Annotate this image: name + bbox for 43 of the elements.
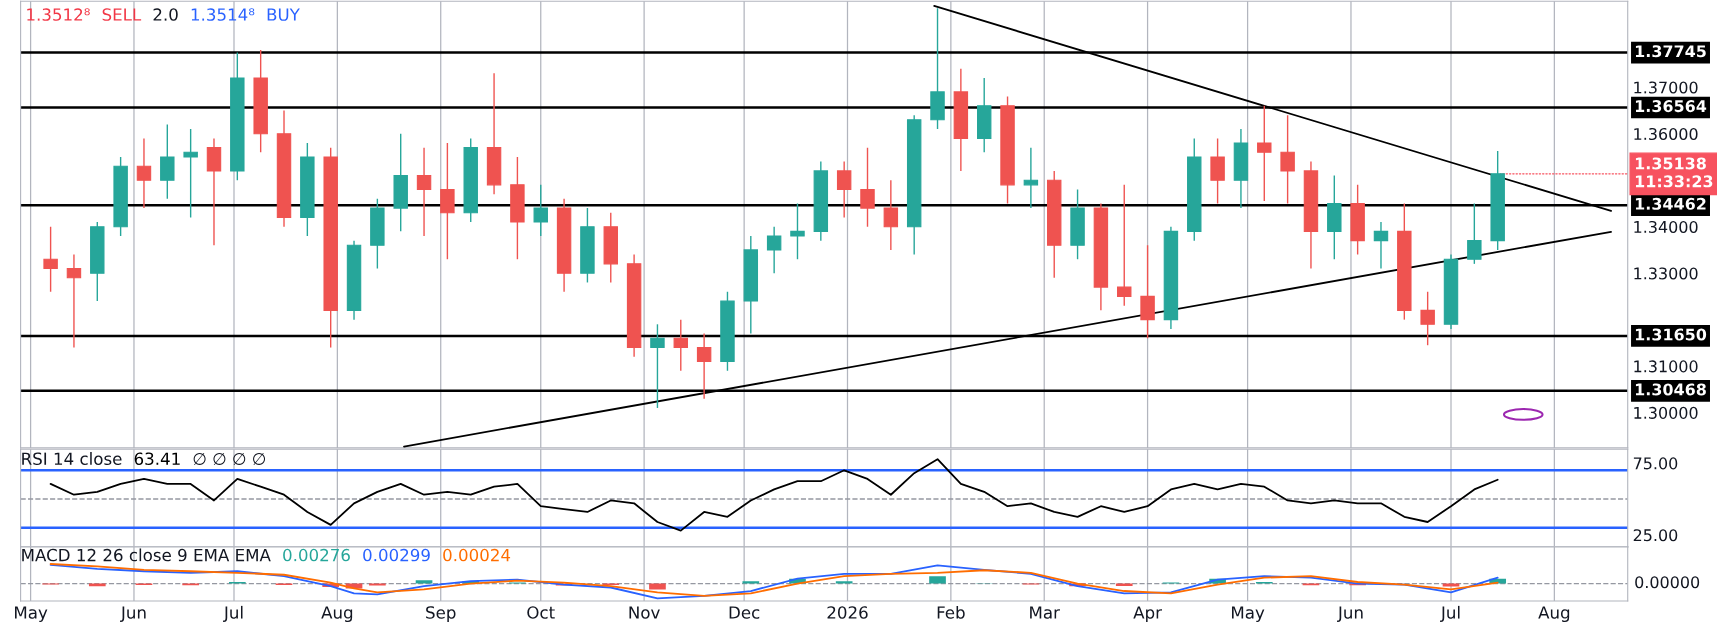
ref-line-label: 1.31650: [1635, 328, 1707, 341]
y-tick-label: 25.00: [1633, 529, 1678, 542]
annotation: 1.35138 11:33:23: [1635, 157, 1713, 188]
text: 0.00299: [363, 548, 430, 562]
y-tick-label: 1.31000: [1634, 360, 1698, 373]
x-tick-label: Aug: [321, 606, 353, 623]
annotation: 1.3514⁸: [191, 8, 255, 21]
x-tick-label: Jul: [223, 605, 243, 622]
x-tick-label: Feb: [937, 605, 965, 619]
annotation: BUY: [267, 8, 300, 21]
chart-title: RSI 14 close: [22, 452, 122, 466]
x-tick-label: 2026: [827, 606, 868, 619]
x-tick-label: Oct: [527, 606, 555, 619]
y-tick-label: 1.36000: [1634, 127, 1698, 141]
annotation: SELL: [102, 8, 142, 21]
annotation: 2.0: [153, 8, 178, 21]
x-tick-label: May: [15, 606, 48, 623]
x-tick-label: Aug: [1538, 606, 1570, 623]
x-tick-label: Dec: [729, 606, 760, 619]
text: 0.00024: [443, 548, 511, 562]
ref-line-label: 1.37745: [1635, 45, 1706, 58]
y-tick-label: 1.33000: [1634, 267, 1698, 280]
y-tick-label: 1.37000: [1634, 81, 1698, 94]
x-tick-label: Mar: [1030, 606, 1060, 619]
x-tick-label: Jun: [120, 606, 146, 622]
y-tick-label: 1.34000: [1634, 220, 1698, 233]
x-tick-label: Jul: [1440, 605, 1460, 622]
annotation: ∅ ∅ ∅ ∅: [193, 452, 266, 465]
ref-line-label: 1.36564: [1635, 100, 1707, 113]
x-tick-label: Sep: [426, 606, 456, 623]
ref-line-label: 0.00000: [1635, 576, 1700, 589]
y-tick-label: 75.00: [1633, 457, 1678, 470]
x-tick-label: Apr: [1133, 606, 1162, 623]
chart-title: MACD 12 26 close 9 EMA EMA: [22, 548, 271, 562]
annotation: 1.3512⁸: [27, 8, 90, 21]
x-tick-label: Jun: [1337, 606, 1363, 622]
annotation: 63.41: [134, 452, 180, 466]
text: 0.00276: [283, 548, 350, 562]
x-tick-label: May: [1232, 606, 1265, 623]
y-tick-label: 1.30000: [1634, 406, 1698, 419]
x-tick-label: Nov: [629, 606, 660, 619]
ref-line-label: 1.30468: [1635, 383, 1706, 396]
ref-line-label: 1.34462: [1635, 197, 1706, 210]
